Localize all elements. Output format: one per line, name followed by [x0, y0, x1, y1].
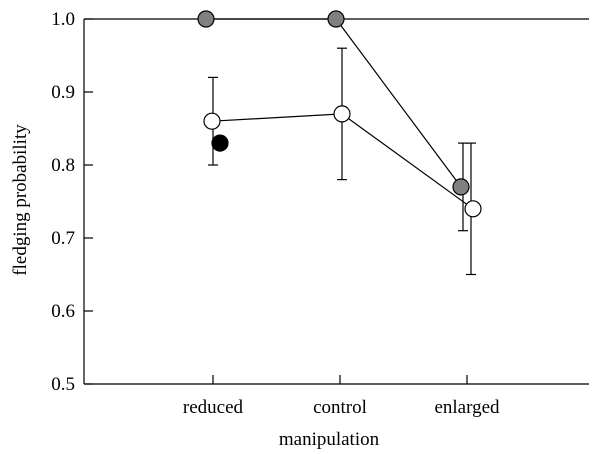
data-point-control: [327, 10, 345, 28]
y-tick-label: 0.5: [51, 374, 75, 395]
data-point-reduced: [197, 10, 215, 28]
data-point-reduced: [203, 112, 221, 130]
data-point-enlarged: [452, 178, 470, 196]
y-tick-label: 0.8: [51, 155, 75, 176]
y-tick-label: 0.9: [51, 82, 75, 103]
x-tick-label-control: control: [313, 397, 367, 418]
data-point-control: [333, 105, 351, 123]
x-tick-label-reduced: reduced: [183, 397, 244, 418]
y-axis-label: fledging probability: [10, 124, 31, 276]
y-tick-label: 0.6: [51, 301, 75, 322]
y-tick-label: 0.7: [51, 228, 75, 249]
series-line-0: [206, 18, 462, 188]
data-point-enlarged: [464, 200, 482, 218]
x-tick-label-enlarged: enlarged: [434, 397, 500, 418]
y-tick-label: 1.0: [51, 9, 75, 30]
x-axis-label: manipulation: [279, 429, 380, 450]
data-point-reduced: [211, 134, 229, 152]
